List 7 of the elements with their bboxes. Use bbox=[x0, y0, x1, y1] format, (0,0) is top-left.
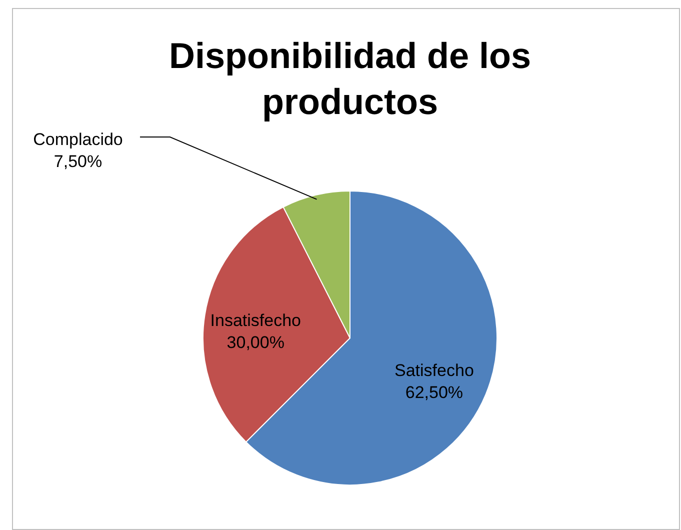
slice-label: Insatisfecho bbox=[210, 311, 301, 330]
data-label: 7,50% bbox=[54, 152, 102, 171]
slice-label: Complacido bbox=[33, 130, 123, 149]
slice-label: Satisfecho bbox=[394, 360, 474, 380]
data-label: 30,00% bbox=[226, 333, 284, 352]
chart-title: Disponibilidad de los productos bbox=[168, 35, 532, 122]
data-label: 62,50% bbox=[405, 382, 464, 402]
